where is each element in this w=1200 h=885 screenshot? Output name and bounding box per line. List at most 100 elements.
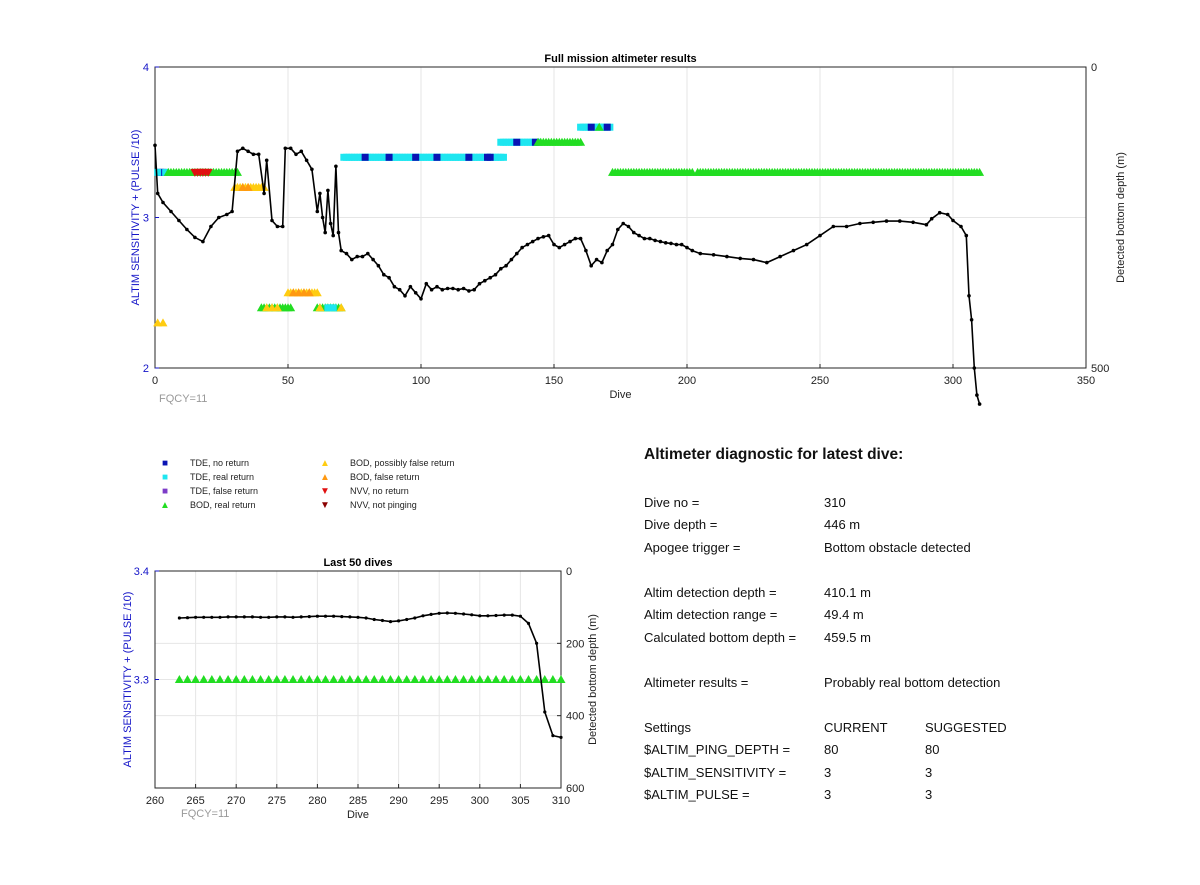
depth-point: [972, 366, 977, 370]
depth-point: [397, 287, 402, 292]
depth-point: [844, 224, 849, 229]
depth-point: [344, 251, 349, 256]
depth-point: [294, 152, 298, 157]
y-tick-label: 3: [143, 213, 149, 225]
x-tick-label: 300: [471, 795, 489, 807]
data-marker: [231, 675, 241, 683]
data-marker: [329, 675, 339, 683]
depth-point: [536, 236, 540, 241]
legend-item: ■ TDE, real return: [158, 472, 254, 483]
setting-current: 3: [824, 787, 832, 802]
depth-point: [541, 235, 546, 239]
depth-point: [470, 613, 474, 617]
depth-point: [387, 275, 391, 280]
y-axis-label: ALTIM SENSITIVITY + (PULSE /10): [122, 592, 134, 768]
x-tick-label: 270: [227, 795, 245, 807]
last-50-dives-chart: 260 265 270 275 280 285 290 295 300 305 310 3.3 3.4 0…: [122, 557, 599, 821]
depth-point: [185, 227, 189, 232]
depth-point: [177, 616, 181, 620]
depth-point: [488, 275, 493, 280]
data-marker: [603, 123, 611, 131]
x-tick-label: 275: [268, 795, 286, 807]
y2-tick-label: 400: [566, 711, 584, 723]
depth-point: [437, 611, 441, 615]
depth-point: [280, 224, 285, 229]
depth-point: [751, 257, 756, 262]
data-marker: [296, 675, 306, 683]
row-value: 310: [824, 495, 846, 510]
depth-point: [884, 219, 889, 223]
y-tick-label: 3.3: [134, 675, 149, 687]
depth-point: [478, 614, 482, 618]
data-marker: [162, 168, 170, 176]
depth-point: [336, 230, 341, 235]
depth-point: [690, 248, 695, 253]
data-marker: [215, 675, 225, 683]
depth-point: [376, 263, 381, 268]
data-marker: [286, 303, 296, 312]
depth-point: [339, 248, 344, 253]
depth-point: [304, 158, 309, 163]
depth-point: [153, 143, 157, 148]
row-label: Apogee trigger =: [644, 540, 741, 555]
setting-suggested: 3: [925, 765, 933, 780]
data-marker: [459, 675, 469, 683]
settings-suggested-header: SUGGESTED: [925, 720, 1007, 735]
depth-point: [413, 291, 418, 295]
depth-point: [977, 402, 982, 406]
depth-point: [315, 209, 320, 214]
depth-point: [669, 241, 673, 246]
x-tick-label: 300: [944, 375, 962, 387]
depth-point: [218, 615, 222, 619]
depth-point: [155, 191, 160, 196]
data-marker: [394, 675, 404, 683]
depth-point: [251, 152, 256, 157]
y2-tick-label: 0: [1091, 62, 1097, 74]
depth-point: [348, 615, 352, 619]
legend-swatch: ▲: [160, 500, 170, 511]
depth-point: [323, 230, 328, 235]
data-marker: [337, 675, 347, 683]
data-marker: [353, 675, 363, 683]
depth-point: [871, 220, 875, 225]
depth-point: [356, 615, 360, 619]
depth-point: [262, 191, 266, 196]
x-tick-label: 305: [511, 795, 529, 807]
data-marker: [532, 675, 542, 683]
depth-point: [738, 256, 742, 261]
data-marker: [377, 675, 387, 683]
legend-swatch: ■: [161, 486, 169, 497]
depth-point: [201, 239, 205, 244]
legend-label: NVV, not pinging: [350, 500, 417, 510]
settings-label: Settings: [644, 720, 691, 735]
legend-item: ▲ BOD, false return: [318, 472, 419, 483]
row-label: Calculated bottom depth =: [644, 630, 797, 645]
depth-point: [964, 233, 969, 238]
data-marker: [182, 675, 192, 683]
depth-point: [546, 233, 551, 238]
data-marker: [247, 675, 257, 683]
depth-point: [350, 257, 354, 262]
depth-point: [267, 615, 271, 619]
frequency-note: FQCY=11: [181, 808, 230, 820]
data-marker: [556, 675, 566, 683]
depth-point: [610, 242, 615, 247]
depth-point: [494, 613, 498, 618]
data-marker: [369, 675, 379, 683]
depth-point: [518, 614, 523, 618]
x-axis-label: Dive: [347, 809, 369, 821]
y-tick-label: 2: [143, 363, 149, 375]
depth-point: [472, 287, 477, 292]
depth-point: [663, 241, 668, 245]
x-tick-label: 285: [349, 795, 367, 807]
data-marker: [491, 675, 501, 683]
depth-point: [299, 149, 304, 154]
data-marker: [594, 122, 604, 131]
depth-point: [185, 616, 190, 620]
data-marker: [433, 153, 441, 161]
row-label: Dive depth =: [644, 517, 718, 532]
legend-item: ▼ NVV, no return: [318, 486, 409, 497]
depth-point: [210, 615, 214, 619]
setting-name: $ALTIM_PING_DEPTH =: [644, 742, 791, 757]
